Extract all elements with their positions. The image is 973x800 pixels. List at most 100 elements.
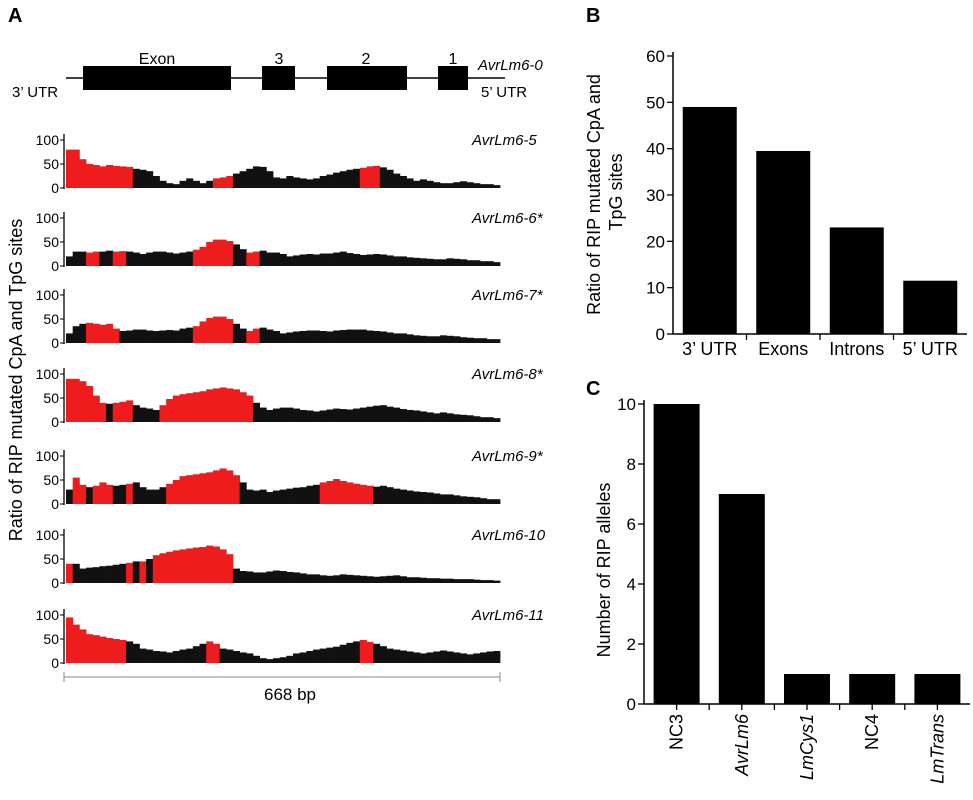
rip-ratio-bar — [479, 338, 488, 343]
track-name: AvrLm6-9* — [471, 448, 544, 465]
rip-ratio-bar — [413, 491, 421, 504]
intron-label-1: 1 — [449, 51, 458, 68]
rip-hotspot-bar — [86, 634, 94, 663]
rip-hotspot-bar — [86, 252, 94, 266]
rip-hotspot-bar — [172, 395, 180, 422]
rip-ratio-bar — [419, 335, 427, 343]
x-tick-label: NC3 — [667, 714, 687, 750]
rip-ratio-bar — [479, 261, 488, 266]
rip-ratio-bar — [406, 651, 414, 663]
rip-ratio-bar — [353, 641, 361, 663]
rip-ratio-bar — [286, 488, 294, 504]
rip-ratio-bar — [426, 578, 434, 583]
rip-ratio-bar — [346, 574, 354, 583]
rip-ratio-bar — [146, 408, 154, 422]
rip-ratio-bar — [299, 178, 307, 188]
rip-ratio-bar — [146, 171, 154, 188]
rip-ratio-bar — [172, 330, 180, 343]
rip-hotspot-bar — [99, 324, 107, 343]
rip-ratio-bar — [459, 579, 468, 583]
rip-ratio-bar — [146, 330, 154, 343]
intron-label-3: 3 — [275, 51, 284, 68]
rip-ratio-bar — [72, 563, 80, 583]
rip-hotspot-bar — [79, 159, 87, 188]
rip-hotspot-bar — [66, 617, 74, 663]
rip-hotspot-bar — [212, 470, 220, 504]
rip-ratio-bar — [379, 485, 387, 504]
rip-ratio-bar — [326, 647, 334, 663]
rip-ratio-bar — [353, 575, 361, 583]
exon-label: Exon — [139, 51, 175, 68]
rip-ratio-bar — [413, 180, 421, 188]
x-tick-label: 5’ UTR — [903, 339, 958, 359]
rip-ratio-bar — [259, 166, 267, 188]
rip-ratio-bar — [353, 168, 361, 188]
rip-ratio-bar — [72, 326, 80, 343]
rip-ratio-bar — [426, 180, 434, 188]
rip-ratio-bar — [493, 185, 501, 188]
rip-profile-tracks: 100 50 0 AvrLm6-5 100 50 0 AvrLm6-6* 100 50 0 AvrLm… — [36, 132, 546, 671]
rip-ratio-bar — [146, 489, 154, 504]
rip-ratio-bar — [399, 256, 407, 266]
rip-ratio-bar — [486, 339, 494, 343]
rip-ratio-bar — [433, 182, 441, 188]
rip-ratio-bar — [426, 336, 434, 343]
rip-ratio-bar — [366, 406, 374, 422]
y-tick-label: 10 — [617, 395, 636, 414]
rip-ratio-bar — [479, 580, 488, 583]
track-y-tick-label: 0 — [51, 180, 59, 196]
rip-ratio-bar — [166, 330, 174, 343]
rip-ratio-bar — [339, 409, 347, 422]
y-tick-label: 8 — [627, 455, 636, 474]
panel-label-c: C — [586, 378, 600, 400]
rip-ratio-bar — [439, 494, 447, 504]
rip-ratio-bar — [286, 176, 294, 188]
rip-ratio-bar — [126, 251, 134, 266]
rip-ratio-bar — [239, 652, 247, 663]
bar — [784, 674, 830, 704]
rip-hotspot-bar — [172, 480, 180, 504]
rip-hotspot-bar — [219, 549, 227, 583]
rip-hotspot-bar — [219, 316, 227, 343]
rip-hotspot-bar — [212, 239, 220, 266]
rip-ratio-bar — [319, 176, 327, 188]
track-y-tick-label: 50 — [43, 234, 59, 250]
rip-hotspot-bar — [126, 483, 134, 504]
rip-hotspot-bar — [226, 554, 234, 583]
rip-hotspot-bar — [246, 252, 254, 266]
track-5: 100 50 0 AvrLm6-9* — [36, 448, 544, 512]
rip-hotspot-bar — [159, 405, 167, 422]
rip-ratio-bar — [313, 254, 321, 266]
rip-ratio-bar — [199, 183, 207, 188]
rip-ratio-bar — [152, 489, 160, 504]
rip-hotspot-bar — [152, 555, 160, 583]
rip-ratio-bar — [279, 333, 287, 343]
rip-ratio-bar — [266, 659, 274, 663]
y-tick-label: 20 — [646, 232, 665, 251]
rip-ratio-bar — [406, 577, 414, 583]
rip-ratio-bar — [252, 490, 261, 504]
utr-right-label: 5’ UTR — [481, 84, 527, 101]
y-tick-label: 30 — [646, 186, 665, 205]
rip-ratio-bar — [346, 329, 354, 343]
rip-ratio-bar — [473, 579, 481, 583]
panel-b-ylabel-line-2: TpG sites — [606, 153, 626, 230]
rip-hotspot-bar — [212, 178, 220, 188]
rip-ratio-bar — [279, 407, 287, 422]
rip-ratio-bar — [299, 254, 307, 266]
rip-ratio-bar — [339, 574, 347, 583]
y-tick-label: 40 — [646, 140, 665, 159]
rip-hotspot-bar — [86, 386, 94, 422]
rip-hotspot-bar — [226, 176, 234, 188]
exon-block-4 — [438, 66, 468, 90]
rip-hotspot-bar — [192, 326, 200, 343]
rip-ratio-bar — [433, 493, 441, 504]
rip-ratio-bar — [293, 331, 301, 343]
rip-ratio-bar — [439, 335, 447, 343]
rip-ratio-bar — [373, 405, 381, 422]
track-name: AvrLm6-7* — [471, 287, 544, 304]
rip-ratio-bar — [459, 414, 468, 422]
rip-hotspot-bar — [72, 378, 80, 422]
rip-ratio-bar — [172, 651, 180, 663]
rip-ratio-bar — [199, 643, 207, 663]
